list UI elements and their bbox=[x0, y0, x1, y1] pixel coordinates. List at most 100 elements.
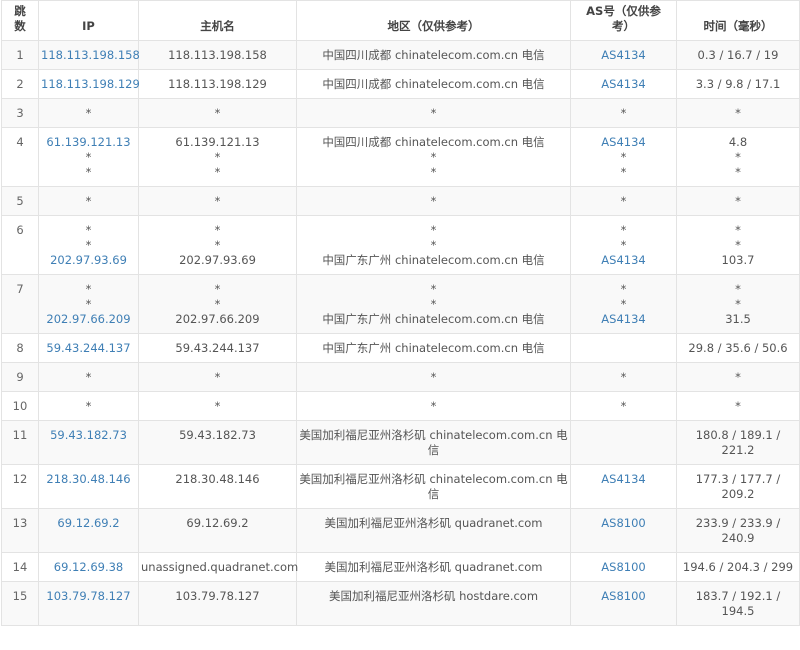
table-row: 1 118.113.198.158 118.113.198.158 中国四川成都 ch… bbox=[1, 40, 800, 70]
time-text: 31.5 bbox=[725, 312, 751, 326]
time-text: 209.2 bbox=[721, 487, 755, 501]
table-row: 4 61.139.121.13 * * 61.139.121.13 * * 中国四川成都 ch… bbox=[1, 127, 800, 187]
as-link[interactable]: AS4134 bbox=[601, 77, 646, 91]
hostname-cell: * bbox=[138, 98, 297, 128]
ip-link[interactable]: 59.43.244.137 bbox=[46, 341, 131, 355]
as-cell: AS8100 bbox=[570, 552, 677, 582]
hop-cell: 5 bbox=[1, 186, 39, 216]
hop-cell: 10 bbox=[1, 391, 39, 421]
header-time: 时间（毫秒） bbox=[676, 0, 800, 41]
time-cell: 177.3 / 177.7 /209.2 bbox=[676, 464, 800, 509]
hop-cell: 11 bbox=[1, 420, 39, 465]
hop-cell: 1 bbox=[1, 40, 39, 70]
hostname-cell: * bbox=[138, 186, 297, 216]
hostname-cell: * * 202.97.66.209 bbox=[138, 274, 297, 334]
ip-cell: 59.43.182.73 bbox=[38, 420, 139, 465]
time-cell: 194.6 / 204.3 / 299 bbox=[676, 552, 800, 582]
time-text: * bbox=[735, 399, 741, 413]
hostname-cell: * bbox=[138, 391, 297, 421]
header-hop: 跳数 bbox=[1, 0, 39, 41]
table-row: 2 118.113.198.129 118.113.198.129 中国四川成都 ch… bbox=[1, 69, 800, 99]
ip-cell: * * 202.97.66.209 bbox=[38, 274, 139, 334]
hop-cell: 6 bbox=[1, 215, 39, 275]
region-text: 美国加利福尼亚州洛杉矶 chinatelecom.com.cn 电 bbox=[299, 472, 568, 486]
time-cell: * * 31.5 bbox=[676, 274, 800, 334]
hostname-text: * bbox=[214, 106, 221, 120]
time-text: 183.7 / 192.1 / bbox=[695, 589, 781, 603]
region-text: 信 bbox=[427, 487, 440, 501]
hostname-text: * bbox=[214, 238, 221, 252]
time-text: 103.7 bbox=[721, 253, 755, 267]
ip-link[interactable]: 202.97.93.69 bbox=[50, 253, 127, 267]
region-cell: 美国加利福尼亚州洛杉矶 chinatelecom.com.cn 电信 bbox=[296, 420, 571, 465]
ip-link[interactable]: 118.113.198.129 bbox=[41, 77, 140, 91]
as-link[interactable]: AS4134 bbox=[601, 472, 646, 486]
as-cell: * * AS4134 bbox=[570, 215, 677, 275]
as-link[interactable]: AS8100 bbox=[601, 560, 646, 574]
header-hostname: 主机名 bbox=[138, 0, 297, 41]
ip-link[interactable]: 59.43.182.73 bbox=[50, 428, 127, 442]
time-text: * bbox=[735, 223, 741, 237]
time-cell: 180.8 / 189.1 /221.2 bbox=[676, 420, 800, 465]
time-text: 233.9 / 233.9 / bbox=[695, 516, 781, 530]
time-cell: * * 103.7 bbox=[676, 215, 800, 275]
as-link[interactable]: AS8100 bbox=[601, 516, 646, 530]
as-text: * bbox=[620, 165, 627, 179]
time-text: * bbox=[735, 297, 741, 311]
table-body: 1 118.113.198.158 118.113.198.158 中国四川成都 ch… bbox=[1, 40, 800, 626]
ip-text: * bbox=[85, 106, 92, 120]
hostname-text: * bbox=[214, 399, 221, 413]
region-text: * bbox=[430, 165, 437, 179]
ip-link[interactable]: 202.97.66.209 bbox=[46, 312, 131, 326]
as-text: * bbox=[620, 238, 627, 252]
ip-link[interactable]: 69.12.69.38 bbox=[53, 560, 124, 574]
hop-cell: 4 bbox=[1, 127, 39, 187]
region-text: 美国加利福尼亚州洛杉矶 quadranet.com bbox=[324, 516, 543, 530]
hop-cell: 15 bbox=[1, 581, 39, 626]
region-cell: 中国广东广州 chinatelecom.com.cn 电信 bbox=[296, 333, 571, 363]
region-cell: 中国四川成都 chinatelecom.com.cn 电信 bbox=[296, 69, 571, 99]
ip-link[interactable]: 103.79.78.127 bbox=[46, 589, 131, 603]
as-link[interactable]: AS4134 bbox=[601, 48, 646, 62]
hostname-text: * bbox=[214, 194, 221, 208]
hostname-text: 59.43.244.137 bbox=[175, 341, 260, 355]
hostname-cell: * bbox=[138, 362, 297, 392]
ip-link[interactable]: 218.30.48.146 bbox=[46, 472, 131, 486]
time-cell: 3.3 / 9.8 / 17.1 bbox=[676, 69, 800, 99]
hop-cell: 8 bbox=[1, 333, 39, 363]
time-text: 180.8 / 189.1 / bbox=[695, 428, 781, 442]
table-row: 10 * * * * * bbox=[1, 391, 800, 421]
ip-link[interactable]: 118.113.198.158 bbox=[41, 48, 140, 62]
hostname-text: * bbox=[214, 297, 221, 311]
as-link[interactable]: AS4134 bbox=[601, 312, 646, 326]
as-text: * bbox=[620, 106, 627, 120]
ip-link[interactable]: 69.12.69.2 bbox=[57, 516, 120, 530]
time-text: 4.8 bbox=[728, 135, 748, 149]
as-cell: AS4134 bbox=[570, 464, 677, 509]
region-text: 中国四川成都 chinatelecom.com.cn 电信 bbox=[322, 48, 545, 62]
hostname-text: * bbox=[214, 282, 221, 296]
time-text: 29.8 / 35.6 / 50.6 bbox=[688, 341, 788, 355]
hostname-cell: 61.139.121.13 * * bbox=[138, 127, 297, 187]
region-text: 美国加利福尼亚州洛杉矶 quadranet.com bbox=[324, 560, 543, 574]
as-link[interactable]: AS8100 bbox=[601, 589, 646, 603]
ip-link[interactable]: 61.139.121.13 bbox=[46, 135, 131, 149]
region-text: 信 bbox=[427, 443, 440, 457]
region-text: 中国广东广州 chinatelecom.com.cn 电信 bbox=[322, 312, 545, 326]
as-link[interactable]: AS4134 bbox=[601, 135, 646, 149]
time-cell: 183.7 / 192.1 /194.5 bbox=[676, 581, 800, 626]
time-text: * bbox=[735, 150, 741, 164]
hostname-cell: 118.113.198.129 bbox=[138, 69, 297, 99]
region-text: 美国加利福尼亚州洛杉矶 hostdare.com bbox=[328, 589, 539, 603]
time-cell: 0.3 / 16.7 / 19 bbox=[676, 40, 800, 70]
ip-cell: * bbox=[38, 98, 139, 128]
table-row: 8 59.43.244.137 59.43.244.137 中国广东广州 chinat… bbox=[1, 333, 800, 363]
table-header-row: 跳数 IP 主机名 地区（仅供参考） AS号（仅供参考） 时间（毫秒） bbox=[1, 0, 800, 41]
time-cell: * bbox=[676, 186, 800, 216]
as-link[interactable]: AS4134 bbox=[601, 253, 646, 267]
region-cell: 美国加利福尼亚州洛杉矶 quadranet.com bbox=[296, 508, 571, 553]
region-text: * bbox=[430, 106, 437, 120]
region-text: * bbox=[430, 194, 437, 208]
hostname-text: * bbox=[214, 165, 221, 179]
as-cell: AS8100 bbox=[570, 581, 677, 626]
